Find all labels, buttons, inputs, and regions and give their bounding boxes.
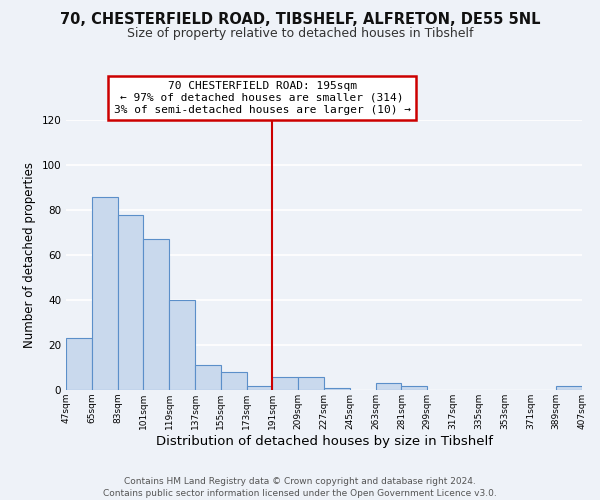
- Bar: [324, 388, 350, 390]
- Bar: [169, 300, 195, 390]
- Text: Size of property relative to detached houses in Tibshelf: Size of property relative to detached ho…: [127, 28, 473, 40]
- Bar: [272, 376, 298, 390]
- Text: Contains public sector information licensed under the Open Government Licence v3: Contains public sector information licen…: [103, 489, 497, 498]
- Text: 70, CHESTERFIELD ROAD, TIBSHELF, ALFRETON, DE55 5NL: 70, CHESTERFIELD ROAD, TIBSHELF, ALFRETO…: [60, 12, 540, 28]
- Bar: [92, 196, 118, 390]
- X-axis label: Distribution of detached houses by size in Tibshelf: Distribution of detached houses by size …: [155, 434, 493, 448]
- Text: Contains HM Land Registry data © Crown copyright and database right 2024.: Contains HM Land Registry data © Crown c…: [124, 478, 476, 486]
- Bar: [247, 386, 272, 390]
- Y-axis label: Number of detached properties: Number of detached properties: [23, 162, 36, 348]
- Bar: [195, 365, 221, 390]
- Bar: [221, 372, 247, 390]
- Bar: [66, 338, 92, 390]
- Bar: [298, 376, 324, 390]
- Text: 70 CHESTERFIELD ROAD: 195sqm
← 97% of detached houses are smaller (314)
3% of se: 70 CHESTERFIELD ROAD: 195sqm ← 97% of de…: [113, 82, 410, 114]
- Bar: [376, 383, 401, 390]
- Bar: [143, 240, 169, 390]
- Bar: [556, 386, 582, 390]
- Bar: [118, 214, 143, 390]
- Bar: [401, 386, 427, 390]
